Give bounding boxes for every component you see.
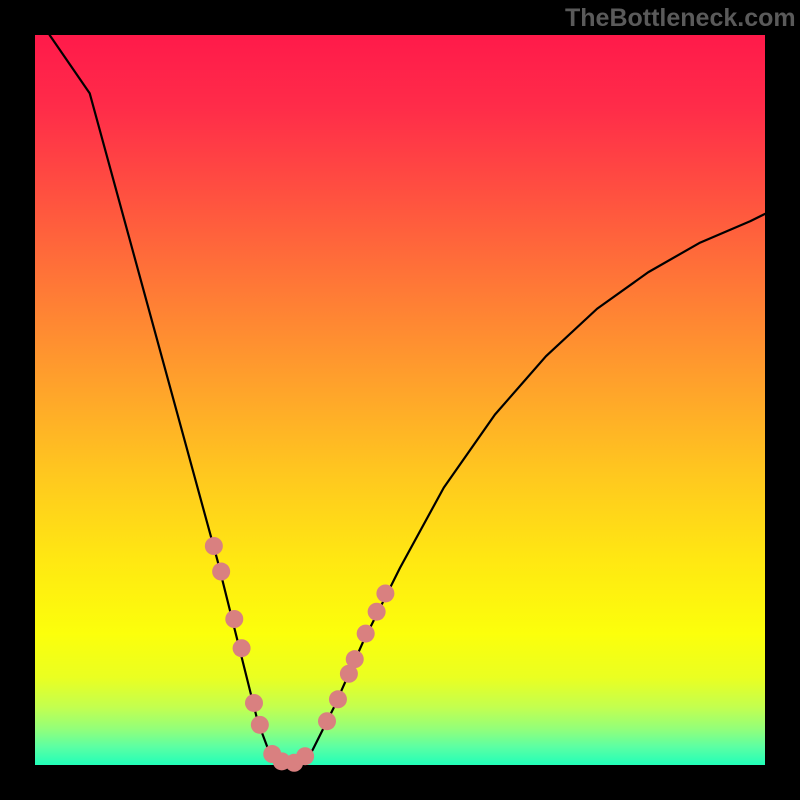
- marker-point: [357, 625, 375, 643]
- marker-point: [225, 610, 243, 628]
- marker-point: [318, 712, 336, 730]
- marker-point: [296, 747, 314, 765]
- marker-point: [346, 650, 364, 668]
- chart-container: TheBottleneck.com: [0, 0, 800, 800]
- marker-point: [251, 716, 269, 734]
- plot-background-gradient: [35, 35, 765, 765]
- chart-svg: [0, 0, 800, 800]
- marker-point: [205, 537, 223, 555]
- marker-point: [368, 603, 386, 621]
- marker-point: [233, 639, 251, 657]
- marker-point: [376, 584, 394, 602]
- watermark-text: TheBottleneck.com: [565, 4, 796, 33]
- marker-point: [245, 694, 263, 712]
- marker-point: [329, 690, 347, 708]
- marker-point: [212, 563, 230, 581]
